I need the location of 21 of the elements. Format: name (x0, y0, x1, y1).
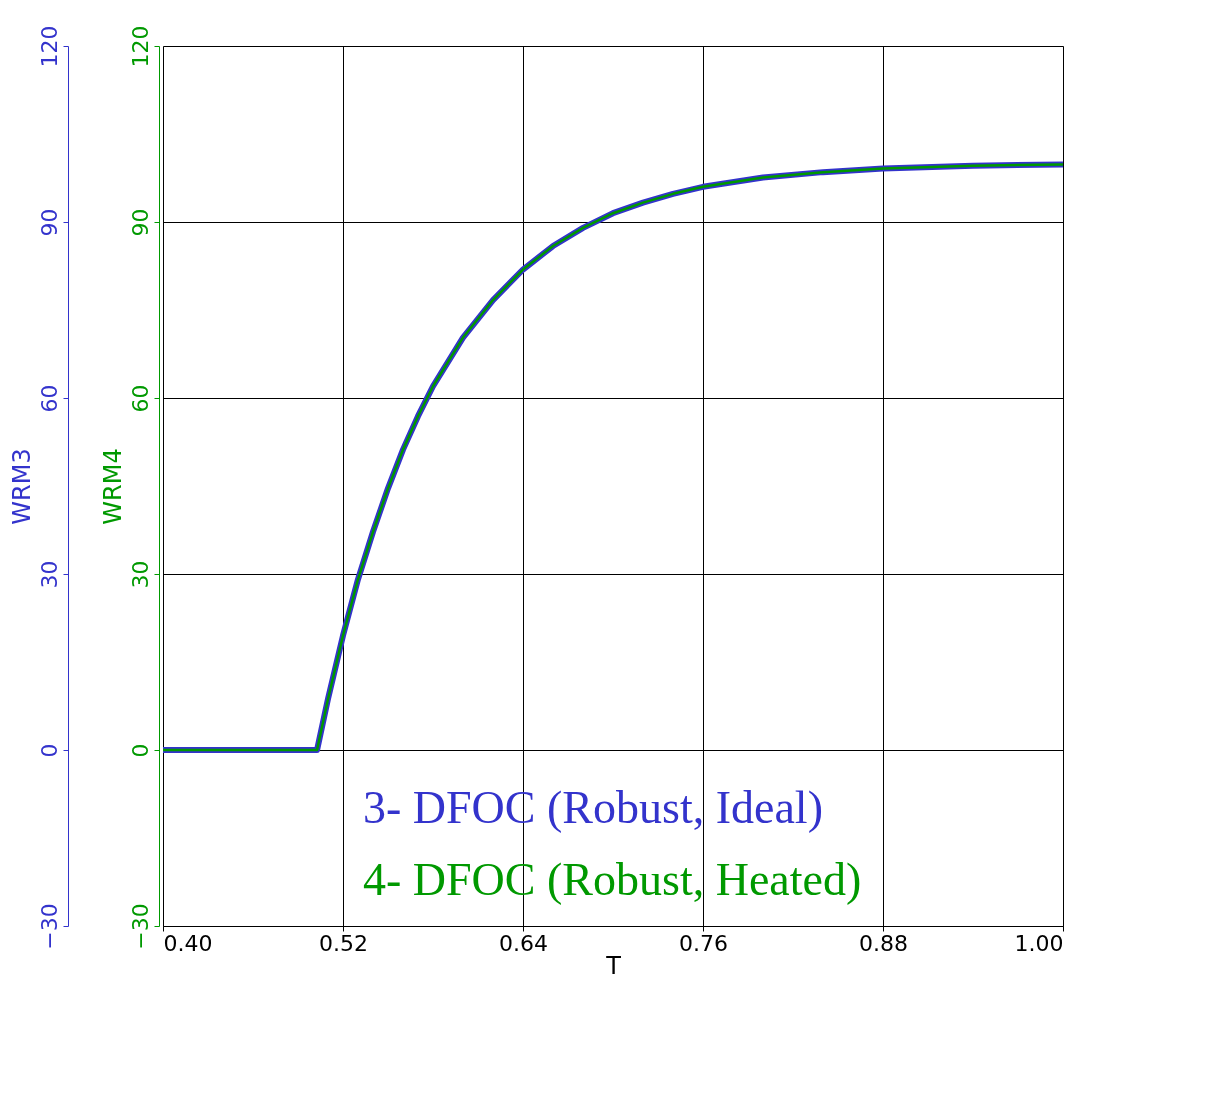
y2-tick-label: 60 (127, 384, 153, 413)
y-axis-title: WRM3 (7, 448, 36, 525)
x-tick-label: 1.00 (1014, 930, 1064, 956)
x-tick-label: 0.52 (319, 930, 368, 956)
x-tick-label: 0.88 (859, 930, 908, 956)
y-tick-label: 30 (36, 560, 62, 589)
x-tick-label: 0.76 (679, 930, 728, 956)
x-tick-label: 0.40 (163, 930, 213, 956)
y-tick-label: −30 (36, 903, 62, 950)
y2-tick-label: 30 (127, 560, 153, 589)
y2-tick-label: −30 (127, 903, 153, 950)
x-tick-label: 0.64 (499, 930, 548, 956)
y2-tick-label: 90 (127, 208, 153, 237)
y2-axis-title: WRM4 (98, 448, 127, 525)
y2-tick-label: 0 (127, 743, 153, 758)
y-tick-label: 0 (36, 743, 62, 758)
y-tick-label: 120 (36, 25, 62, 68)
x-axis-title: T (605, 951, 622, 980)
y2-tick-label: 120 (127, 25, 153, 68)
y-tick-label: 90 (36, 208, 62, 237)
y-tick-label: 60 (36, 384, 62, 413)
